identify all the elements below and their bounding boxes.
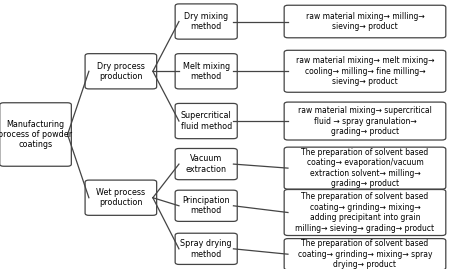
- FancyBboxPatch shape: [284, 189, 446, 236]
- Text: Melt mixing
method: Melt mixing method: [182, 62, 230, 81]
- FancyBboxPatch shape: [284, 147, 446, 189]
- FancyBboxPatch shape: [175, 4, 237, 39]
- Text: Supercritical
fluid method: Supercritical fluid method: [181, 111, 232, 131]
- FancyBboxPatch shape: [175, 54, 237, 89]
- Text: raw material mixing→ milling→
sieving→ product: raw material mixing→ milling→ sieving→ p…: [306, 12, 424, 31]
- Text: Dry process
production: Dry process production: [97, 62, 145, 81]
- Text: Spray drying
method: Spray drying method: [181, 239, 232, 259]
- FancyBboxPatch shape: [175, 190, 237, 221]
- Text: Principation
method: Principation method: [182, 196, 230, 215]
- FancyBboxPatch shape: [0, 103, 72, 166]
- FancyBboxPatch shape: [85, 180, 156, 215]
- FancyBboxPatch shape: [175, 104, 237, 139]
- Text: The preparation of solvent based
coating→ evaporation/vacuum
extraction solvent→: The preparation of solvent based coating…: [301, 148, 428, 188]
- Text: raw material mixing→ supercritical
fluid → spray granulation→
grading→ product: raw material mixing→ supercritical fluid…: [298, 106, 432, 136]
- FancyBboxPatch shape: [284, 5, 446, 38]
- FancyBboxPatch shape: [175, 233, 237, 264]
- Text: Vacuum
extraction: Vacuum extraction: [186, 154, 227, 174]
- Text: Dry mixing
method: Dry mixing method: [184, 12, 228, 31]
- FancyBboxPatch shape: [284, 102, 446, 140]
- FancyBboxPatch shape: [284, 239, 446, 269]
- Text: raw material mixing→ melt mixing→
cooling→ milling→ fine milling→
sieving→ produ: raw material mixing→ melt mixing→ coolin…: [296, 56, 434, 86]
- FancyBboxPatch shape: [175, 148, 237, 180]
- Text: Wet process
production: Wet process production: [96, 188, 146, 207]
- FancyBboxPatch shape: [85, 54, 156, 89]
- FancyBboxPatch shape: [284, 50, 446, 92]
- Text: Manufacturing
process of powder
coatings: Manufacturing process of powder coatings: [0, 120, 73, 149]
- Text: The preparation of solvent based
coating→ grinding→ mixing→
adding precipitant i: The preparation of solvent based coating…: [295, 192, 435, 233]
- Text: The preparation of solvent based
coating→ grinding→ mixing→ spray
drying→ produc: The preparation of solvent based coating…: [298, 239, 432, 269]
